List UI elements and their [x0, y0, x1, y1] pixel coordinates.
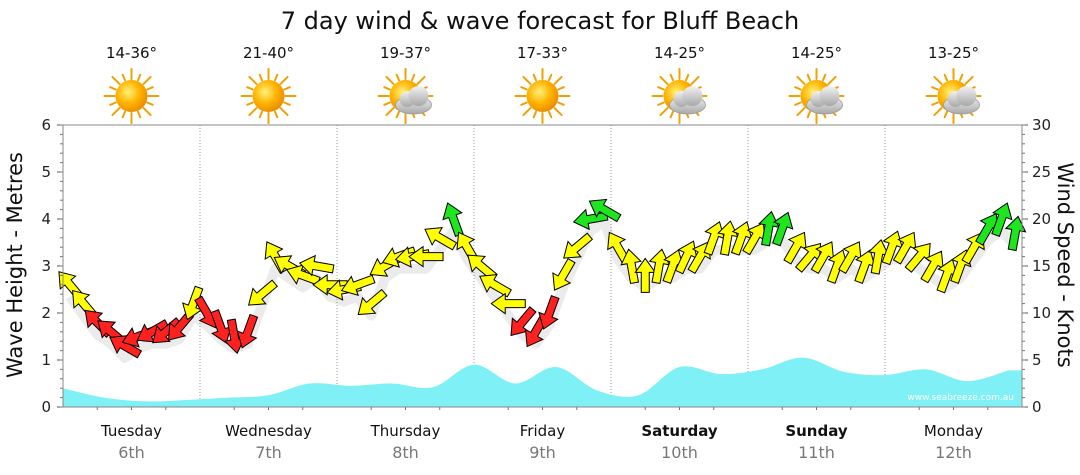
- day-temp-range: 21-40°: [243, 44, 294, 62]
- wind-arrow: [991, 202, 1013, 237]
- day-header-row: 14-36° 21-40° 19-37° 17-33° 14-25° 14-25° 13-2…: [103, 44, 982, 124]
- wind-arrow: [340, 274, 376, 296]
- y-right-axis-title: Wind Speed - Knots: [1053, 162, 1077, 367]
- wind-arrow: [758, 210, 780, 247]
- sun-cloud-icon: [377, 68, 434, 124]
- x-day-label: Sunday: [785, 422, 848, 440]
- y-right-tick-label: 25: [1032, 163, 1051, 181]
- x-day-label: Thursday: [370, 422, 441, 440]
- sun-cloud-icon: [788, 68, 845, 124]
- wind-arrow: [1004, 215, 1027, 252]
- y-right-tick-label: 30: [1032, 116, 1051, 134]
- wind-arrow: [479, 274, 512, 298]
- x-date-label: 10th: [661, 443, 698, 462]
- y-left-tick-label: 6: [41, 116, 51, 134]
- wind-arrow: [552, 257, 576, 291]
- wind-arrow: [538, 295, 560, 330]
- wind-arrow: [717, 220, 739, 256]
- x-day-label: Tuesday: [100, 422, 162, 440]
- day-temp-range: 14-36°: [106, 44, 157, 62]
- wind-arrow: [357, 288, 388, 316]
- x-day-label: Wednesday: [225, 422, 312, 440]
- sun-icon: [240, 68, 297, 124]
- wind-arrow: [247, 279, 278, 306]
- wind-arrow: [298, 254, 335, 277]
- y-left-tick-label: 3: [41, 257, 51, 275]
- wind-series: [58, 198, 1027, 363]
- x-date-label: 7th: [255, 443, 282, 462]
- y-right-tick-label: 5: [1032, 351, 1042, 369]
- wind-arrow: [152, 317, 183, 344]
- y-left-tick-label: 2: [41, 304, 51, 322]
- x-date-label: 8th: [392, 443, 419, 462]
- wind-arrow: [648, 248, 671, 285]
- y-left-tick-label: 0: [41, 398, 51, 416]
- chart-title: 7 day wind & wave forecast for Bluff Bea…: [281, 7, 799, 35]
- x-day-label: Saturday: [641, 422, 718, 440]
- y-left-tick-label: 4: [41, 210, 51, 228]
- wind-arrow: [424, 227, 458, 251]
- wave-height-area: [63, 357, 1022, 407]
- grid: [199, 125, 886, 407]
- wind-arrow: [236, 313, 259, 349]
- x-day-label: Monday: [924, 422, 983, 440]
- wave-series: [63, 357, 1022, 407]
- day-temp-range: 14-25°: [791, 44, 842, 62]
- wind-arrow: [563, 232, 594, 259]
- x-date-label: 6th: [118, 443, 145, 462]
- sun-cloud-icon: [651, 68, 708, 124]
- y-right-tick-label: 10: [1032, 304, 1051, 322]
- y-left-tick-label: 1: [41, 351, 51, 369]
- day-temp-range: 14-25°: [654, 44, 705, 62]
- y-right-tick-label: 15: [1032, 257, 1051, 275]
- x-date-label: 12th: [935, 443, 972, 462]
- wind-arrow: [772, 211, 794, 247]
- sun-icon: [103, 68, 160, 124]
- y-left-tick-label: 5: [41, 163, 51, 181]
- x-day-label: Friday: [520, 422, 566, 440]
- day-temp-range: 17-33°: [517, 44, 568, 62]
- wind-arrow: [490, 292, 526, 315]
- wind-arrow: [588, 198, 622, 223]
- day-temp-range: 19-37°: [380, 44, 431, 62]
- y-right-tick-label: 20: [1032, 210, 1051, 228]
- day-temp-range: 13-25°: [928, 44, 979, 62]
- credit-text: www.seabreeze.com.au: [907, 393, 1014, 403]
- sun-icon: [514, 68, 571, 124]
- y-right-tick-label: 0: [1032, 398, 1042, 416]
- wind-arrow: [620, 248, 642, 285]
- y-left-axis-title: Wave Height - Metres: [3, 152, 27, 378]
- sun-cloud-icon: [925, 68, 982, 124]
- axes: 0 1 2 3 4 5 6 0 5 10 15 20 25 30 Tuesday 6th Wednesday 7t…: [41, 116, 1051, 462]
- wind-arrow: [408, 245, 444, 268]
- x-date-label: 11th: [798, 443, 835, 462]
- x-date-label: 9th: [529, 443, 556, 462]
